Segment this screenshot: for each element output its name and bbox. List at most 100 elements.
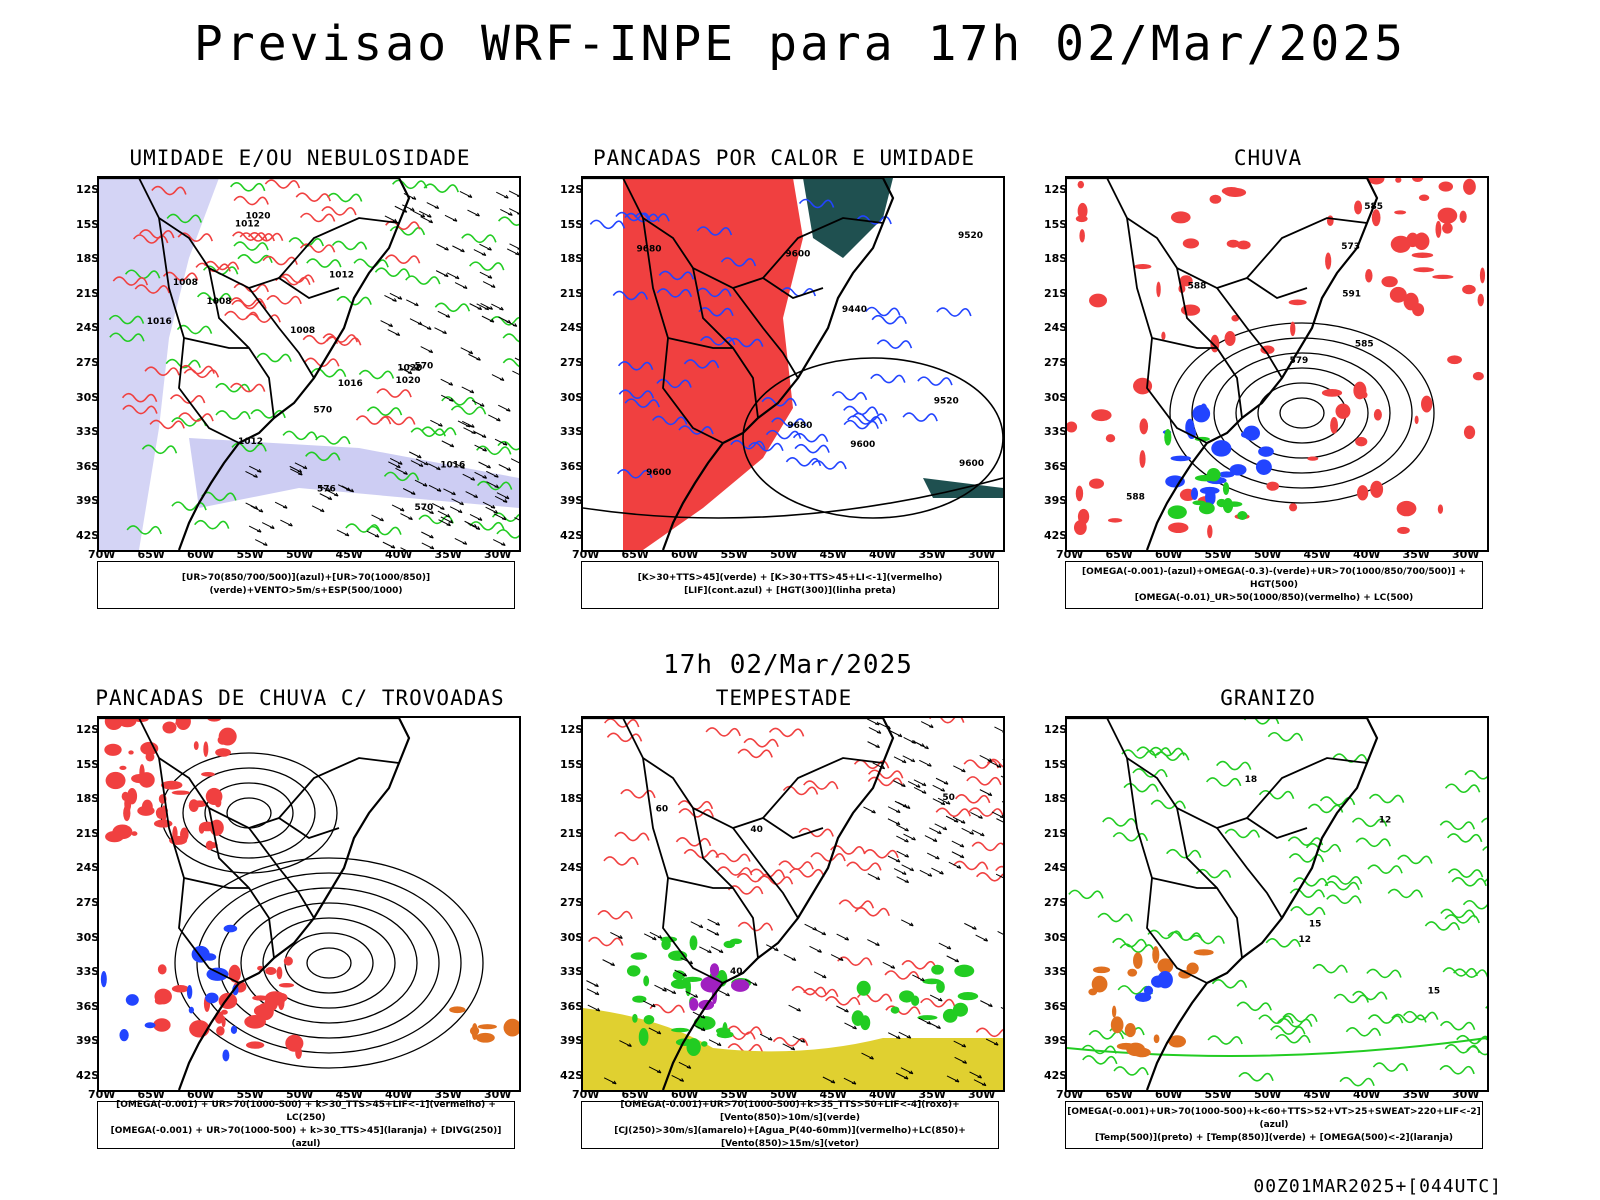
field-blob	[104, 718, 123, 731]
streamline	[182, 767, 316, 859]
contour-line	[250, 409, 286, 419]
contour-line	[1312, 963, 1348, 974]
field-blob	[1067, 421, 1078, 433]
field-blob	[1370, 480, 1384, 498]
contour-line	[975, 1027, 1003, 1038]
field-blob	[1153, 1034, 1160, 1044]
wind-vector	[319, 493, 333, 501]
contour-line	[1238, 1071, 1274, 1082]
field-blob	[1390, 235, 1411, 253]
wind-vector	[325, 489, 339, 497]
contour-line	[803, 780, 839, 790]
contour-line	[122, 404, 158, 415]
streamline	[1169, 322, 1435, 504]
wind-vector	[366, 530, 380, 538]
wind-vector	[491, 374, 505, 382]
wind-vector	[973, 1079, 987, 1087]
contour-line	[737, 921, 774, 932]
contour-line	[476, 445, 512, 456]
wind-vector	[452, 461, 465, 469]
contour-line	[245, 313, 281, 323]
lon-tick-label: 65W	[1105, 548, 1133, 561]
field-blob	[503, 1018, 519, 1037]
contour-label: 9600	[850, 440, 875, 450]
country-border	[1106, 718, 1308, 839]
contour-line	[497, 216, 519, 226]
contour-line	[1446, 833, 1483, 843]
field-blob	[449, 1006, 466, 1014]
wind-vector	[1000, 1006, 1003, 1009]
contour-label: 591	[1342, 290, 1361, 300]
field-blob	[638, 1028, 649, 1046]
field-blob	[671, 1027, 690, 1033]
contour-line	[1345, 1027, 1382, 1037]
contour-line	[392, 179, 428, 190]
wind-vector	[889, 730, 903, 738]
contour-line	[1485, 1005, 1487, 1009]
country-border	[1216, 827, 1283, 919]
field-blob	[1179, 275, 1193, 287]
wind-vector	[979, 789, 993, 797]
field-blob	[214, 797, 222, 808]
contour-label: 570	[313, 405, 332, 415]
field-blob	[851, 1010, 865, 1026]
field-blob	[632, 1013, 638, 1023]
field-blob	[701, 1041, 708, 1047]
lon-tick-label: 60W	[187, 1088, 215, 1101]
wind-vector	[471, 399, 485, 407]
field-blob	[643, 975, 650, 987]
contour-line	[1216, 760, 1252, 771]
wind-vector	[420, 216, 434, 224]
field-blob	[1089, 478, 1105, 489]
wind-vector	[509, 243, 519, 250]
wind-vector	[432, 503, 445, 510]
wind-vector	[813, 928, 827, 936]
lon-tick-label: 60W	[1155, 548, 1183, 561]
field-blob	[716, 1031, 734, 1039]
contour-label: 588	[1188, 282, 1207, 292]
legend-line: [UR>70(850/700/500)](azul)+[UR>70(1000/8…	[181, 573, 431, 596]
field-blob	[1237, 511, 1248, 520]
contour-line	[791, 985, 827, 996]
lon-tick-label: 50W	[1254, 548, 1282, 561]
contour-line	[954, 794, 991, 804]
contour-line	[935, 807, 971, 818]
contour-line	[1324, 880, 1360, 891]
field-blob	[910, 995, 920, 1007]
wind-vector	[400, 513, 413, 521]
lon-tick-label: 40W	[1353, 548, 1381, 561]
field-blob	[936, 980, 945, 994]
field-blob	[140, 741, 159, 755]
field-blob	[1395, 178, 1402, 183]
country-border	[158, 217, 240, 444]
lat-tick-label: 12S	[1044, 723, 1068, 736]
contour-line	[1112, 832, 1149, 842]
field-blob	[1412, 178, 1424, 183]
country-border	[208, 267, 275, 419]
lat-tick-label: 42S	[76, 529, 100, 542]
wind-vector	[481, 315, 495, 323]
panel-chuva: CHUVA 585 588 591 573 579 585 588 [OMEGA(-0.00…	[1018, 146, 1518, 636]
wind-vector	[388, 461, 401, 469]
field-blob	[1290, 321, 1296, 337]
contour-line	[232, 231, 268, 241]
field-blob	[1459, 210, 1467, 223]
contour-line	[1307, 803, 1344, 814]
wind-vector	[492, 539, 506, 547]
contour-line	[966, 776, 1002, 786]
lon-tick-label: 35W	[1402, 548, 1430, 561]
contour-line	[902, 412, 938, 422]
field-blob	[1373, 409, 1382, 421]
wind-vector	[449, 506, 463, 514]
contour-line	[299, 243, 336, 253]
contour-line	[1326, 894, 1362, 905]
lat-tick-label: 15S	[76, 217, 100, 231]
contour-label: 9600	[646, 468, 671, 478]
wind-vector	[494, 495, 508, 503]
contour-line	[727, 1025, 763, 1036]
wind-vector	[971, 829, 985, 837]
field-blob	[1394, 210, 1407, 215]
lon-tick-label: 50W	[1254, 1088, 1282, 1101]
field-blob	[218, 727, 237, 746]
contour-line	[144, 366, 180, 376]
